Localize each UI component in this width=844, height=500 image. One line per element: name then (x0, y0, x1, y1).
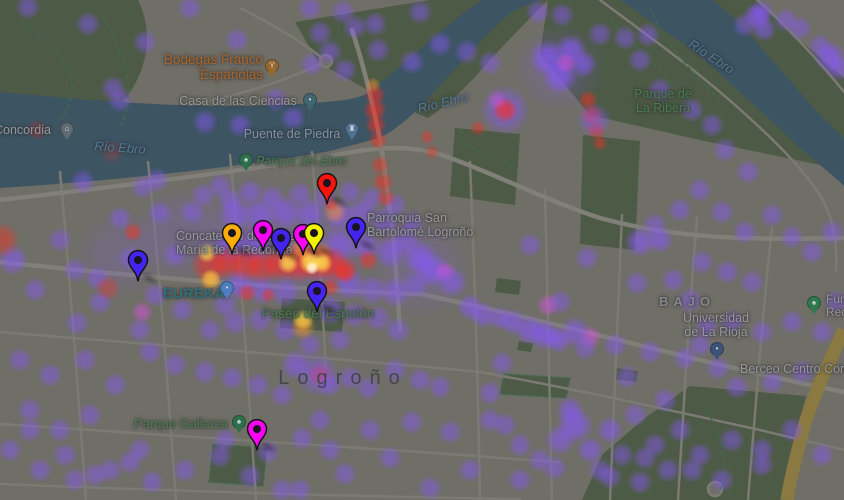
tree-icon[interactable]: ♠ (232, 415, 246, 433)
label-universidad[interactable]: Universidad de La Rioja (682, 311, 750, 339)
poi-glyph: • (308, 95, 312, 104)
bridge-icon[interactable]: ♜ (345, 122, 359, 140)
poi-glyph: ♜ (348, 124, 356, 133)
poi-tail (810, 308, 818, 314)
pin-blue-3[interactable] (127, 249, 149, 283)
poi-glyph: ♠ (811, 298, 817, 307)
label-city-logrono: Logroño (278, 367, 408, 389)
label-bajo: BAJO (659, 294, 716, 309)
poi-tail (235, 427, 243, 433)
label-ribera[interactable]: Parque de La Ribera (634, 87, 692, 115)
poi-tail (268, 71, 276, 77)
label-gallarza[interactable]: Parque Gallarza (134, 416, 228, 431)
label-parroquia[interactable]: Parroquia San Bartolomé Logroño (367, 211, 474, 239)
poi-tail (348, 134, 356, 140)
pin-blue-1[interactable] (270, 227, 292, 261)
poi-tail (242, 165, 250, 171)
pin-magenta-3[interactable] (246, 418, 268, 452)
label-concordia[interactable]: Concordia (0, 123, 51, 137)
museum-camera-icon[interactable]: • (220, 281, 234, 299)
poi-glyph: Y (269, 61, 275, 70)
poi-glyph: • (225, 283, 229, 292)
label-parque-ebro[interactable]: Parque del Ebro (256, 154, 347, 168)
poi-tail (713, 354, 721, 360)
pin-orange[interactable] (221, 222, 243, 256)
poi-glyph: • (715, 344, 719, 353)
poi-glyph: ♠ (236, 417, 242, 426)
tree-icon[interactable]: ♠ (239, 153, 253, 171)
poi-tail (223, 293, 231, 299)
label-berceo[interactable]: Berceo Centro Com (740, 362, 844, 376)
label-fun-rec[interactable]: Fun Rec (826, 292, 844, 320)
poi-tail (306, 105, 314, 111)
poi-glyph: ⌂ (64, 124, 70, 133)
park-icon[interactable]: ♠ (807, 296, 821, 314)
label-casa-ciencias[interactable]: Casa de las Ciencias (179, 94, 297, 108)
pin-blue-4[interactable] (306, 280, 328, 314)
label-puente-piedra[interactable]: Puente de Piedra (243, 127, 341, 141)
wine-glass-icon[interactable]: Y (265, 59, 279, 77)
river-ebro (0, 0, 844, 188)
poi-tail (63, 134, 71, 140)
pin-blue-2[interactable] (345, 216, 367, 250)
highway (780, 327, 844, 500)
neighborhood-icon[interactable]: ⌂ (60, 122, 74, 140)
science-museum-icon[interactable]: • (303, 93, 317, 111)
pin-yellow[interactable] (303, 222, 325, 256)
pin-red[interactable] (316, 172, 338, 206)
label-bodegas[interactable]: Bodegas Franco Españolas (163, 52, 263, 83)
university-icon[interactable]: • (710, 342, 724, 360)
poi-glyph: ♠ (243, 155, 249, 164)
